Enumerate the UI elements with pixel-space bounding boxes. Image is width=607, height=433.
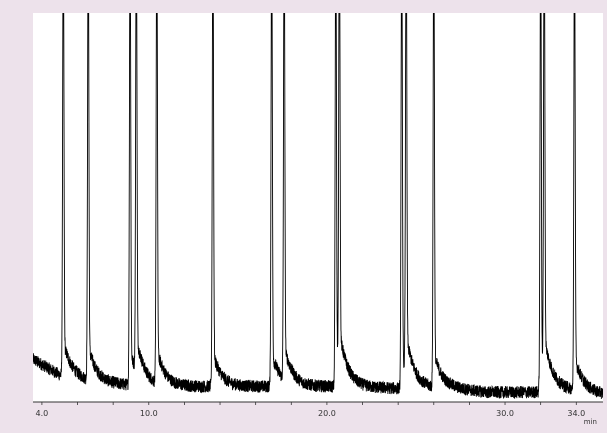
trace-layer: [33, 13, 603, 399]
chromatogram-trace: [33, 13, 603, 399]
plot-area: [33, 13, 603, 402]
x-tick-label: 20.0: [318, 409, 336, 418]
x-axis: 4.0 10.0 20.0 30.0 34.0: [33, 401, 603, 418]
x-tick-label: 34.0: [567, 409, 585, 418]
x-tick-label: 10.0: [140, 409, 158, 418]
x-tick-label: 30.0: [496, 409, 514, 418]
x-axis-label: min: [584, 418, 597, 426]
x-tick-label: 4.0: [36, 409, 49, 418]
